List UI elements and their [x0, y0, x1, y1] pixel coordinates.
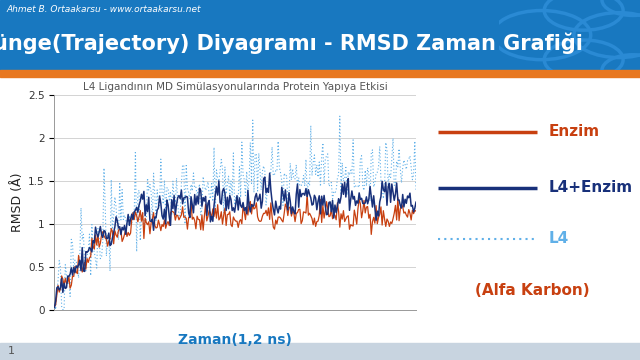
- Text: L4: L4: [549, 231, 569, 246]
- Text: (Alfa Karbon): (Alfa Karbon): [476, 283, 590, 298]
- Text: Zaman(1,2 ns): Zaman(1,2 ns): [179, 333, 292, 347]
- Text: Ahmet B. Ortaakarsu - www.ortaakarsu.net: Ahmet B. Ortaakarsu - www.ortaakarsu.net: [6, 5, 201, 14]
- Text: Enzim: Enzim: [549, 124, 600, 139]
- Text: 1: 1: [8, 346, 15, 356]
- Text: L4+Enzim: L4+Enzim: [549, 180, 633, 195]
- Y-axis label: RMSD (Å): RMSD (Å): [11, 173, 24, 232]
- Text: Yörünge(Trajectory) Diyagramı - RMSD Zaman Grafiği: Yörünge(Trajectory) Diyagramı - RMSD Zam…: [0, 33, 583, 54]
- Title: L4 Ligandının MD Simülasyonularında Protein Yapıya Etkisi: L4 Ligandının MD Simülasyonularında Prot…: [83, 82, 388, 92]
